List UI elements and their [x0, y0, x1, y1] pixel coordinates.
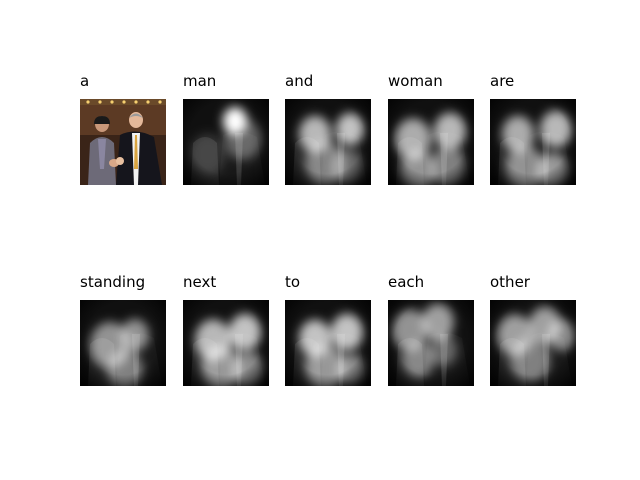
attention-map	[490, 99, 576, 185]
caption-word: a	[80, 72, 90, 90]
attention-map	[490, 300, 576, 386]
attention-map	[80, 300, 166, 386]
attention-map	[285, 300, 371, 386]
attention-map	[388, 300, 474, 386]
attention-map	[183, 300, 269, 386]
attention-map	[183, 99, 269, 185]
caption-word: and	[285, 72, 314, 90]
original-photo	[80, 99, 166, 185]
caption-word: are	[490, 72, 515, 90]
caption-word: man	[183, 72, 217, 90]
caption-word: other	[490, 273, 530, 291]
caption-word: woman	[388, 72, 443, 90]
attention-map	[388, 99, 474, 185]
ceiling-lights	[86, 100, 162, 104]
caption-word: each	[388, 273, 425, 291]
caption-word: standing	[80, 273, 146, 291]
attention-map	[285, 99, 371, 185]
caption-word: to	[285, 273, 301, 291]
caption-word: next	[183, 273, 217, 291]
